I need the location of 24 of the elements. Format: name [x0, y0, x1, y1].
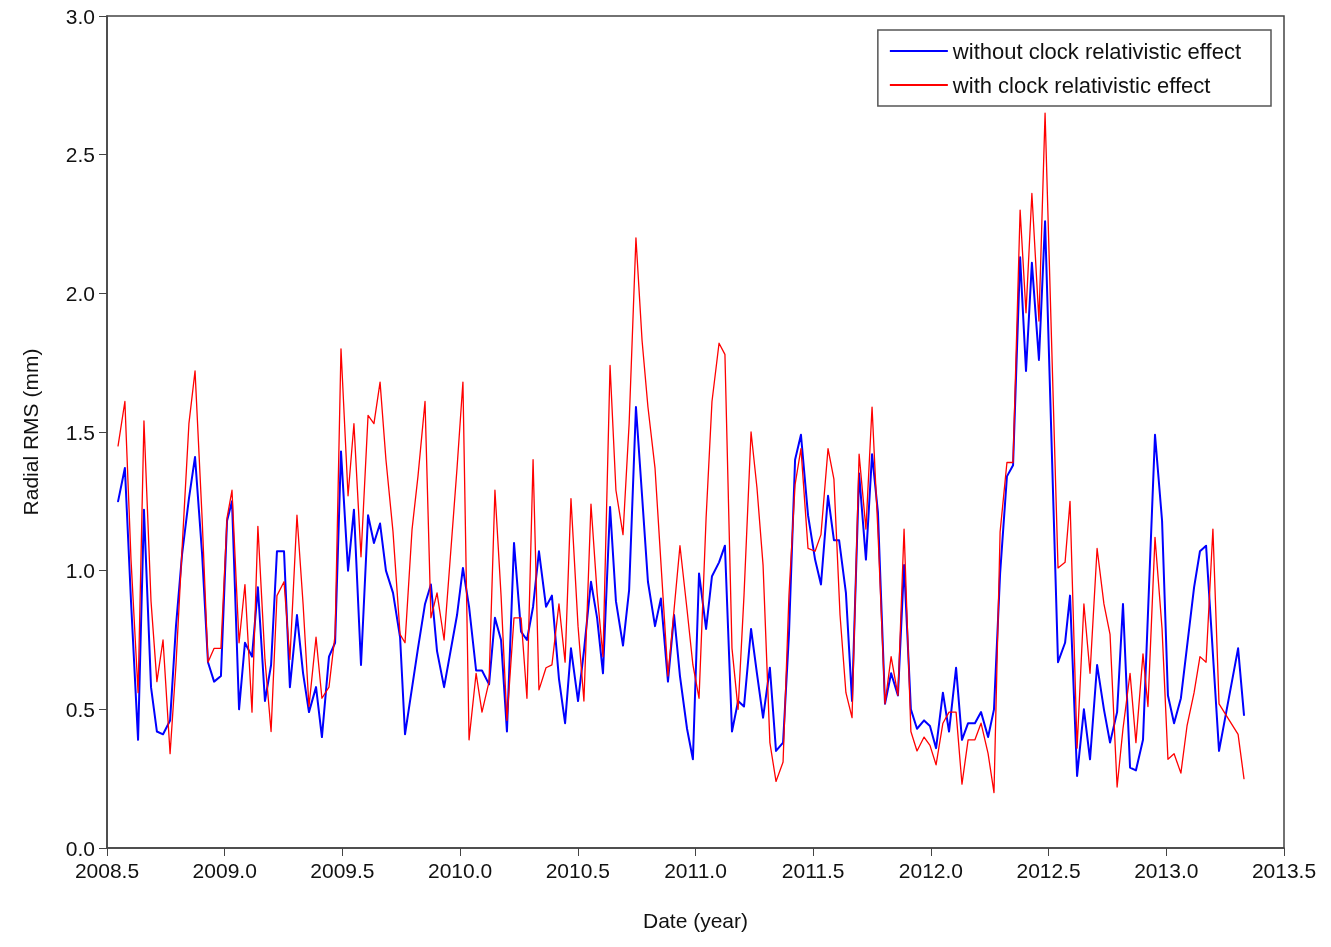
y-tick-label: 2.0: [65, 281, 95, 305]
x-axis-title: Date (year): [642, 909, 749, 932]
x-tick-label: 2010.5: [545, 859, 610, 882]
y-tick-label: 1.5: [65, 420, 95, 444]
y-tick-label: 0.0: [65, 836, 95, 860]
x-tick-label: 2009.0: [192, 859, 257, 882]
x-tick-label: 2013.0: [1134, 859, 1199, 882]
x-tick-label: 2011.0: [664, 859, 727, 882]
x-tick-label: 2011.5: [781, 859, 845, 882]
x-tick-label: 2012.0: [898, 859, 964, 882]
x-tick-label: 2010.0: [427, 859, 493, 882]
x-tick-label: 2012.5: [1016, 859, 1081, 882]
line-series: [117, 112, 1245, 794]
y-tick-label: 0.5: [65, 697, 95, 721]
x-tick-label: 2008.5: [74, 859, 140, 882]
line-series: [117, 220, 1245, 777]
y-axis-title: Radial RMS (mm): [19, 348, 42, 516]
x-tick-label: 2013.5: [1251, 859, 1317, 882]
y-tick-label: 3.0: [65, 4, 95, 28]
legend-label: without clock relativistic effect: [951, 38, 1242, 64]
x-tick-label: 2009.5: [310, 859, 375, 882]
y-tick-label: 2.5: [65, 143, 95, 167]
y-tick-label: 1.0: [65, 559, 95, 583]
legend-label: with clock relativistic effect: [951, 72, 1211, 98]
